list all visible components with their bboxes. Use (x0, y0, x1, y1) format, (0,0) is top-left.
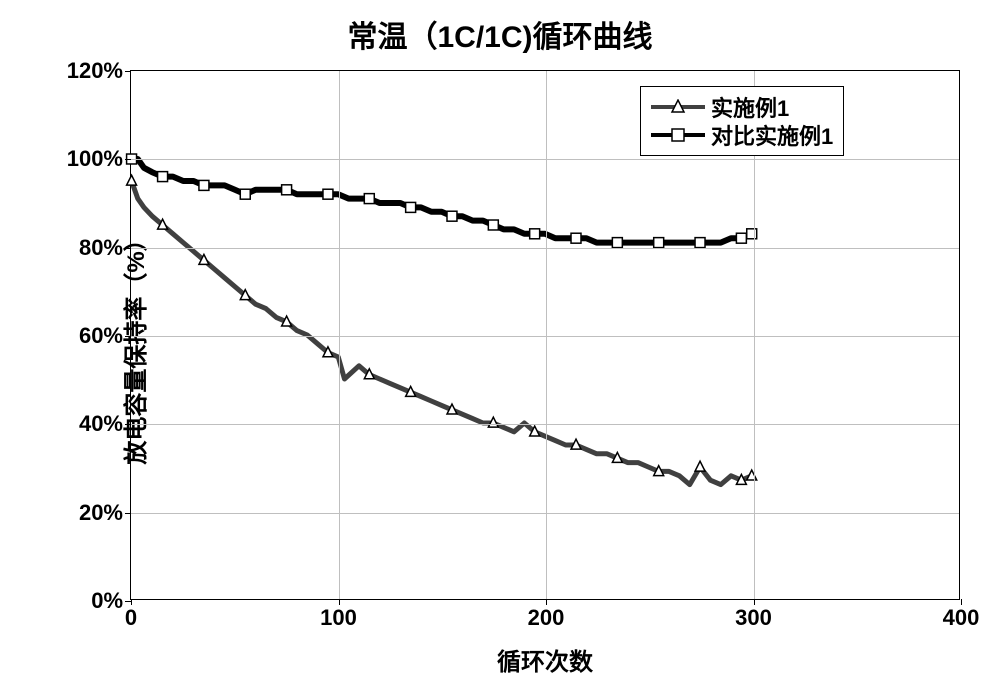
series2-marker (282, 185, 292, 195)
series2-marker (747, 229, 757, 239)
grid-line-h (131, 248, 959, 249)
series2-marker (612, 238, 622, 248)
grid-line-h (131, 424, 959, 425)
y-tick-mark (125, 71, 131, 72)
series2-marker (488, 220, 498, 230)
series2-marker (406, 202, 416, 212)
y-tick-mark (125, 424, 131, 425)
legend: 实施例1对比实施例1 (640, 86, 844, 156)
y-tick-mark (125, 159, 131, 160)
series2-marker (199, 180, 209, 190)
series2-marker (447, 211, 457, 221)
series2-line (132, 159, 752, 243)
series2-marker (323, 189, 333, 199)
x-tick-label: 300 (735, 605, 772, 631)
y-tick-mark (125, 336, 131, 337)
grid-line-h (131, 336, 959, 337)
series2-marker (654, 238, 664, 248)
y-tick-label: 120% (67, 58, 123, 84)
chart-title: 常温（1C/1C)循环曲线 (0, 12, 1000, 56)
x-tick-label: 200 (528, 605, 565, 631)
y-tick-label: 100% (67, 146, 123, 172)
series2-marker (364, 194, 374, 204)
y-tick-label: 60% (79, 323, 123, 349)
series2-marker (571, 233, 581, 243)
y-tick-label: 0% (91, 588, 123, 614)
y-tick-mark (125, 248, 131, 249)
series2-marker (736, 233, 746, 243)
series2-marker (240, 189, 250, 199)
grid-line-v (546, 71, 547, 599)
square-icon (670, 127, 686, 143)
grid-line-h (131, 159, 959, 160)
series2-marker (158, 172, 168, 182)
legend-swatch (651, 97, 705, 117)
series1-marker (695, 461, 705, 471)
legend-label: 对比实施例1 (711, 119, 833, 151)
y-tick-label: 80% (79, 235, 123, 261)
series2-marker (695, 238, 705, 248)
y-tick-label: 40% (79, 411, 123, 437)
series1-line (132, 181, 752, 485)
series2-marker (530, 229, 540, 239)
x-tick-label: 400 (943, 605, 980, 631)
x-axis-label: 循环次数 (497, 642, 593, 677)
triangle-icon (670, 99, 686, 115)
grid-line-h (131, 513, 959, 514)
series1-marker (127, 175, 137, 185)
x-tick-label: 0 (125, 605, 137, 631)
legend-swatch (651, 125, 705, 145)
legend-item: 对比实施例1 (651, 121, 833, 149)
chart-container: 常温（1C/1C)循环曲线 放电容量保持率（%） 循环次数 0%20%40%60… (0, 0, 1000, 691)
y-tick-label: 20% (79, 500, 123, 526)
x-tick-label: 100 (320, 605, 357, 631)
legend-item: 实施例1 (651, 93, 833, 121)
grid-line-v (339, 71, 340, 599)
y-tick-mark (125, 513, 131, 514)
